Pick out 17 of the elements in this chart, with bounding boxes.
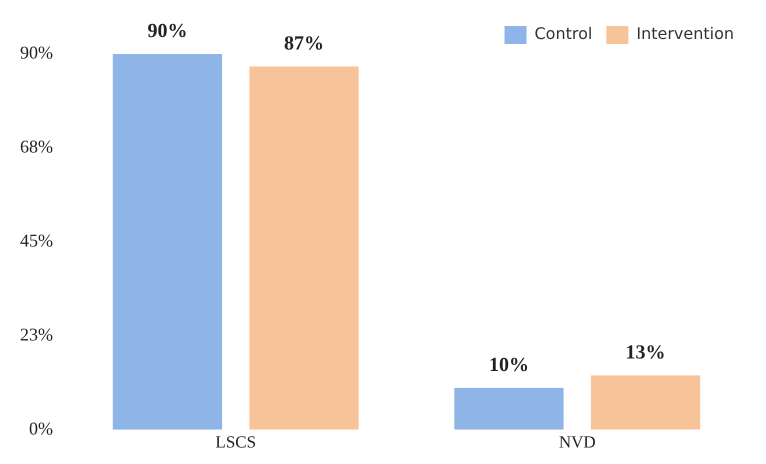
data-label: 87% (284, 32, 324, 55)
y-tick-label: 23% (20, 324, 53, 344)
y-tick-label: 45% (20, 230, 53, 251)
x-tick-label: LSCS (215, 432, 256, 452)
y-tick-label: 68% (20, 136, 53, 157)
bar (112, 54, 222, 430)
data-label: 13% (626, 342, 666, 364)
x-tick-label: NVD (558, 432, 596, 452)
bar (590, 375, 700, 430)
data-label: 10% (488, 354, 529, 376)
bar (454, 388, 564, 430)
legend-label: Control (534, 24, 592, 44)
y-tick-label: 90% (20, 42, 53, 63)
legend-label: Intervention (636, 24, 734, 44)
data-label: 90% (147, 20, 188, 42)
y-tick-label: 0% (28, 418, 53, 438)
bar (249, 66, 359, 430)
